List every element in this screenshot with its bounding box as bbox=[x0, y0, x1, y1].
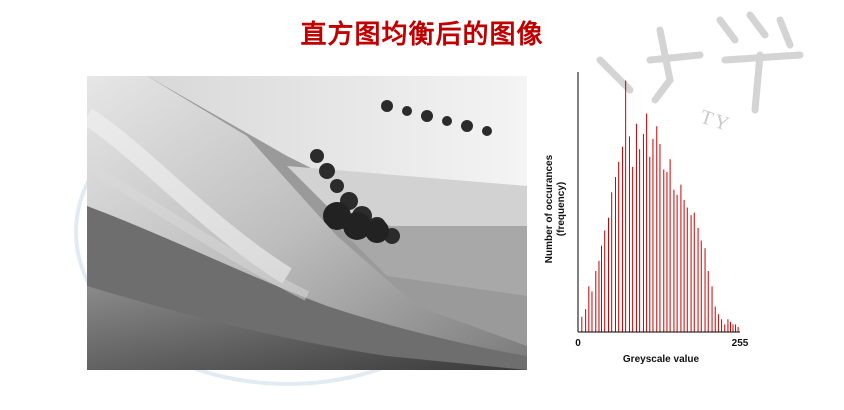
x-axis-label: Greyscale value bbox=[623, 354, 700, 365]
histogram-chart: 0 255 Greyscale value Number of occurances(… bbox=[536, 70, 768, 370]
equalized-landscape-photo bbox=[87, 76, 527, 370]
slide-title: 直方图均衡后的图像 bbox=[300, 20, 544, 50]
y-axis-label-line: (frequency) bbox=[556, 182, 567, 236]
y-axis-label: Number of occurances (frequency) bbox=[544, 154, 567, 263]
calligraphy-watermark bbox=[596, 11, 804, 114]
y-axis-label-line: Number of occurances bbox=[544, 154, 555, 263]
x-tick-label: 255 bbox=[732, 338, 749, 349]
x-tick-label: 0 bbox=[575, 338, 581, 349]
